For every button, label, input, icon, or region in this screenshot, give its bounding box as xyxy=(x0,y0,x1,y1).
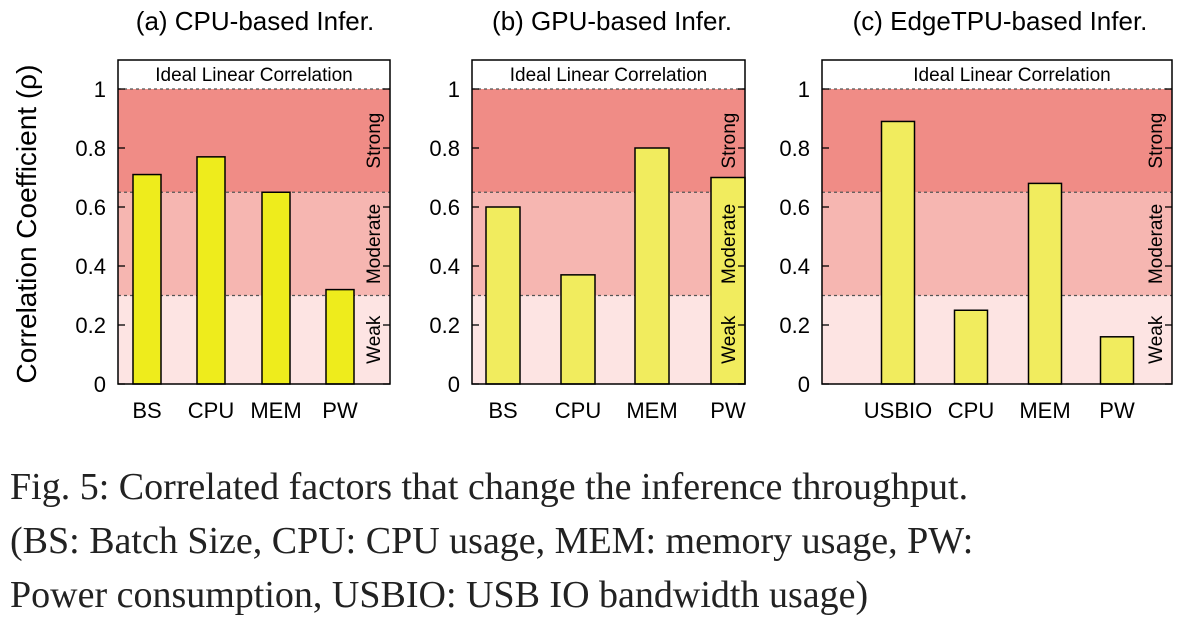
panel-a-x-tick-label-bs: BS xyxy=(132,398,161,423)
panel-a-bar-mem xyxy=(261,191,291,385)
panel-b-x-tick-label-bs: BS xyxy=(488,398,517,423)
panel-a-band-label-weak: Weak xyxy=(364,315,385,364)
panel-a-y-tick-label-0: 0 xyxy=(94,372,106,397)
panel-a-strong-band xyxy=(118,89,390,193)
figure-charts: Correlation Coefficient (ρ) 0 0.2 0.4 0.6 0.… xyxy=(11,6,1173,423)
panel-a-y-tick-label-3: 0.6 xyxy=(75,195,106,220)
panel-a-y-tick-label-5: 1 xyxy=(94,77,106,102)
panel-c-y-tick-label-0: 0 xyxy=(798,372,810,397)
panel-b-bar-mem xyxy=(634,147,670,385)
panel-c-band-label-weak: Weak xyxy=(1146,315,1167,364)
panel-b-x-tick-label-cpu: CPU xyxy=(555,398,601,423)
panel-c-x-tick-label-pw: PW xyxy=(1099,398,1135,423)
panel-b-y-tick-label-0: 0 xyxy=(448,372,460,397)
panel-c-x-tick-label-cpu: CPU xyxy=(948,398,994,423)
panel-a-x-tick-label-mem: MEM xyxy=(250,398,301,423)
y-axis-label: Correlation Coefficient (ρ) xyxy=(11,65,42,384)
panel-b-y-tick-label-4: 0.8 xyxy=(429,136,460,161)
panel-a-moderate-band xyxy=(118,192,390,296)
panel-c-y-tick-label-2: 0.4 xyxy=(779,254,810,279)
figure-caption: Fig. 5: Correlated factors that change t… xyxy=(10,460,1190,622)
panel-c-strong-band xyxy=(822,89,1172,193)
caption-line-2: (BS: Batch Size, CPU: CPU usage, MEM: me… xyxy=(10,520,974,562)
panel-a-y-tick-label-4: 0.8 xyxy=(75,136,106,161)
panel-a-bar-cpu xyxy=(196,156,226,385)
panel-b-band-label-strong: Strong xyxy=(719,113,740,169)
panel-b-title: (b) GPU-based Infer. xyxy=(492,6,732,36)
panel-c-y-tick-label-4: 0.8 xyxy=(779,136,810,161)
panel-b-band-label-moderate: Moderate xyxy=(719,204,740,284)
panel-a-ideal-label: Ideal Linear Correlation xyxy=(155,65,353,86)
panel-c-bar-mem xyxy=(1027,182,1063,385)
caption-line-3: Power consumption, USBIO: USB IO bandwid… xyxy=(10,574,869,616)
panel-c-bar-usbio xyxy=(880,120,916,385)
panel-c-band-label-strong: Strong xyxy=(1146,113,1167,169)
panel-b-x-tick-label-pw: PW xyxy=(710,398,746,423)
panel-b-y-tick-label-2: 0.4 xyxy=(429,254,460,279)
panel-a-title: (a) CPU-based Infer. xyxy=(136,6,374,36)
panel-c-title: (c) EdgeTPU-based Infer. xyxy=(853,6,1148,36)
panel-b-ideal-label: Ideal Linear Correlation xyxy=(510,65,708,86)
caption-line-1: Fig. 5: Correlated factors that change t… xyxy=(10,466,969,508)
panel-a-band-label-moderate: Moderate xyxy=(364,204,385,284)
panel-b-bar-bs xyxy=(485,206,521,385)
panel-c-y-tick-label-3: 0.6 xyxy=(779,195,810,220)
panel-b-y-tick-label-1: 0.2 xyxy=(429,313,460,338)
panel-c-bar-pw xyxy=(1099,336,1135,385)
panel-c-ideal-label: Ideal Linear Correlation xyxy=(913,65,1111,86)
panel-b-strong-band xyxy=(472,89,745,193)
panel-a-frame xyxy=(117,59,391,385)
panel-a-x-tick-label-cpu: CPU xyxy=(188,398,234,423)
panel-b-y-tick-label-3: 0.6 xyxy=(429,195,460,220)
panel-b-band-label-weak: Weak xyxy=(719,315,740,364)
panel-b-y-tick-label-5: 1 xyxy=(448,77,460,102)
panel-a-bar-bs xyxy=(132,173,162,385)
panel-c-frame xyxy=(821,59,1173,385)
panel-c-bar-cpu xyxy=(953,309,989,385)
panel-a-y-tick-label-1: 0.2 xyxy=(75,313,106,338)
panel-c-x-tick-label-mem: MEM xyxy=(1019,398,1070,423)
panel-a-x-tick-label-pw: PW xyxy=(322,398,358,423)
panel-b-x-tick-label-mem: MEM xyxy=(626,398,677,423)
panel-c-x-tick-label-usbio: USBIO xyxy=(864,398,932,423)
panel-c-y-tick-label-5: 1 xyxy=(798,77,810,102)
panel-c-moderate-band xyxy=(822,192,1172,296)
panel-a-band-label-strong: Strong xyxy=(364,113,385,169)
panel-b-frame xyxy=(471,59,746,385)
panel-a-bar-pw xyxy=(325,288,355,385)
panel-c-band-label-moderate: Moderate xyxy=(1146,204,1167,284)
panel-b-bar-cpu xyxy=(560,274,596,385)
panel-c-y-tick-label-1: 0.2 xyxy=(779,313,810,338)
panel-a-y-tick-label-2: 0.4 xyxy=(75,254,106,279)
